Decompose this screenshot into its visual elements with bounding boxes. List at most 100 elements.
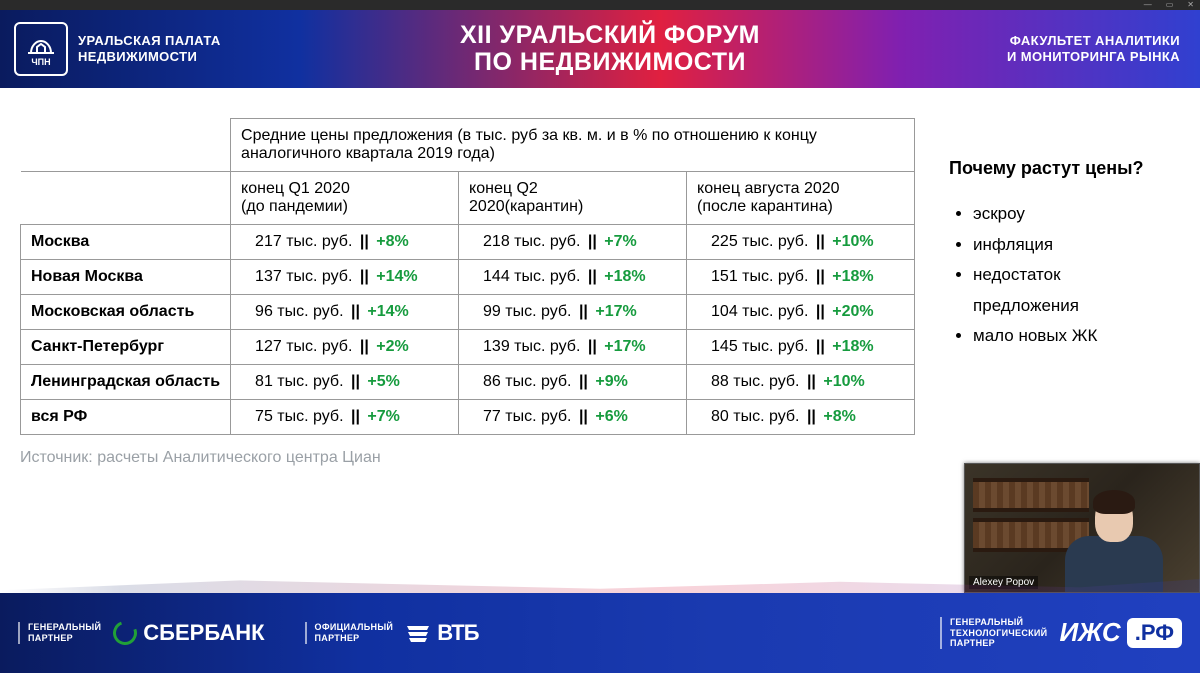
price-value: 80 тыс. руб. — [711, 408, 799, 425]
separator: || — [357, 338, 372, 355]
partner-name-right: .РФ — [1127, 618, 1182, 648]
separator: || — [813, 338, 828, 355]
table-row: Московская область96 тыс. руб. || +14%99… — [21, 295, 915, 330]
table-caption: Средние цены предложения (в тыс. руб за … — [231, 119, 915, 172]
separator: || — [348, 303, 363, 320]
price-cell: 86 тыс. руб. || +9% — [459, 365, 687, 400]
row-label: вся РФ — [21, 400, 231, 435]
pct-value: +20% — [832, 303, 873, 320]
pct-value: +17% — [595, 303, 636, 320]
vtb-icon — [405, 623, 431, 643]
price-cell: 81 тыс. руб. || +5% — [231, 365, 459, 400]
org-name-line2: НЕДВИЖИМОСТИ — [78, 49, 221, 65]
partner-name-left: ИЖС — [1059, 617, 1120, 648]
price-cell: 127 тыс. руб. || +2% — [231, 330, 459, 365]
reason-item: мало новых ЖК — [973, 321, 1170, 352]
pct-value: +10% — [823, 373, 864, 390]
reason-item: эскроу — [973, 199, 1170, 230]
separator: || — [348, 373, 363, 390]
org-logo-abbr: ЧПН — [31, 57, 50, 67]
pct-value: +17% — [604, 338, 645, 355]
table-row: Санкт-Петербург127 тыс. руб. || +2%139 т… — [21, 330, 915, 365]
price-value: 145 тыс. руб. — [711, 338, 808, 355]
reason-item: недостаток предложения — [973, 260, 1170, 321]
price-value: 96 тыс. руб. — [255, 303, 343, 320]
partner-logo: СБЕРБАНК — [113, 620, 264, 646]
separator: || — [813, 233, 828, 250]
col-header-q1: конец Q1 2020(до пандемии) — [231, 172, 459, 225]
price-value: 139 тыс. руб. — [483, 338, 580, 355]
table-row: вся РФ75 тыс. руб. || +7%77 тыс. руб. ||… — [21, 400, 915, 435]
partner-name: ВТБ — [437, 620, 478, 646]
partner-name: СБЕРБАНК — [143, 620, 264, 646]
price-value: 104 тыс. руб. — [711, 303, 808, 320]
pct-value: +7% — [604, 233, 636, 250]
price-cell: 225 тыс. руб. || +10% — [687, 225, 915, 260]
price-value: 127 тыс. руб. — [255, 338, 352, 355]
price-cell: 145 тыс. руб. || +18% — [687, 330, 915, 365]
separator: || — [804, 408, 819, 425]
separator: || — [585, 338, 600, 355]
reasons-title: Почему растут цены? — [949, 158, 1170, 179]
presenter-figure — [1059, 482, 1169, 592]
sber-icon — [109, 617, 141, 649]
price-value: 218 тыс. руб. — [483, 233, 580, 250]
separator: || — [348, 408, 363, 425]
separator: || — [576, 373, 591, 390]
minimize-button[interactable]: — — [1144, 1, 1152, 9]
partners-footer: ГЕНЕРАЛЬНЫЙПАРТНЕР СБЕРБАНК ОФИЦИАЛЬНЫЙПАР… — [0, 593, 1200, 673]
org-name-line1: УРАЛЬСКАЯ ПАЛАТА — [78, 33, 221, 49]
partner-label: ГЕНЕРАЛЬНЫЙПАРТНЕР — [18, 622, 101, 644]
separator: || — [585, 268, 600, 285]
slide-title-line2: ПО НЕДВИЖИМОСТИ — [320, 49, 900, 77]
price-value: 225 тыс. руб. — [711, 233, 808, 250]
pct-value: +14% — [367, 303, 408, 320]
price-value: 81 тыс. руб. — [255, 373, 343, 390]
maximize-button[interactable]: ▭ — [1166, 1, 1174, 9]
price-cell: 151 тыс. руб. || +18% — [687, 260, 915, 295]
separator: || — [585, 233, 600, 250]
row-label: Москва — [21, 225, 231, 260]
separator: || — [804, 373, 819, 390]
separator: || — [357, 233, 372, 250]
price-cell: 139 тыс. руб. || +17% — [459, 330, 687, 365]
col-header-aug: конец августа 2020(после карантина) — [687, 172, 915, 225]
price-cell: 104 тыс. руб. || +20% — [687, 295, 915, 330]
partner-block: ОФИЦИАЛЬНЫЙПАРТНЕР ВТБ — [305, 620, 479, 646]
row-label: Ленинградская область — [21, 365, 231, 400]
slide-title-line1: XII УРАЛЬСКИЙ ФОРУМ — [320, 22, 900, 50]
pct-value: +14% — [376, 268, 417, 285]
price-cell: 218 тыс. руб. || +7% — [459, 225, 687, 260]
table-source: Источник: расчеты Аналитического центра … — [20, 449, 915, 467]
table-row: Москва217 тыс. руб. || +8%218 тыс. руб. … — [21, 225, 915, 260]
table-column-headers: конец Q1 2020(до пандемии) конец Q22020(… — [21, 172, 915, 225]
pct-value: +18% — [832, 338, 873, 355]
price-cell: 77 тыс. руб. || +6% — [459, 400, 687, 435]
price-cell: 88 тыс. руб. || +10% — [687, 365, 915, 400]
price-cell: 80 тыс. руб. || +8% — [687, 400, 915, 435]
presenter-webcam[interactable]: Alexey Popov — [964, 463, 1200, 593]
price-cell: 137 тыс. руб. || +14% — [231, 260, 459, 295]
pct-value: +9% — [595, 373, 627, 390]
separator: || — [576, 303, 591, 320]
faculty-line2: И МОНИТОРИНГА РЫНКА — [900, 49, 1180, 65]
pct-value: +18% — [832, 268, 873, 285]
price-cell: 144 тыс. руб. || +18% — [459, 260, 687, 295]
separator: || — [357, 268, 372, 285]
header-org: ЧПН УРАЛЬСКАЯ ПАЛАТА НЕДВИЖИМОСТИ — [0, 22, 320, 76]
partner-logo: ИЖС.РФ — [1059, 617, 1182, 648]
reason-item: инфляция — [973, 230, 1170, 261]
pct-value: +6% — [595, 408, 627, 425]
price-value: 77 тыс. руб. — [483, 408, 571, 425]
reasons-list: эскроуинфляциянедостаток предложениямало… — [949, 199, 1170, 352]
pct-value: +10% — [832, 233, 873, 250]
faculty-line1: ФАКУЛЬТЕТ АНАЛИТИКИ — [900, 33, 1180, 49]
partner-label: ОФИЦИАЛЬНЫЙПАРТНЕР — [305, 622, 394, 644]
pct-value: +2% — [376, 338, 408, 355]
close-button[interactable]: ✕ — [1187, 1, 1194, 9]
window-titlebar: — ▭ ✕ — [0, 0, 1200, 10]
pct-value: +8% — [823, 408, 855, 425]
table-blank-cell — [21, 119, 231, 172]
partner-label: ГЕНЕРАЛЬНЫЙТЕХНОЛОГИЧЕСКИЙПАРТНЕР — [940, 617, 1047, 649]
table-blank-cell — [21, 172, 231, 225]
